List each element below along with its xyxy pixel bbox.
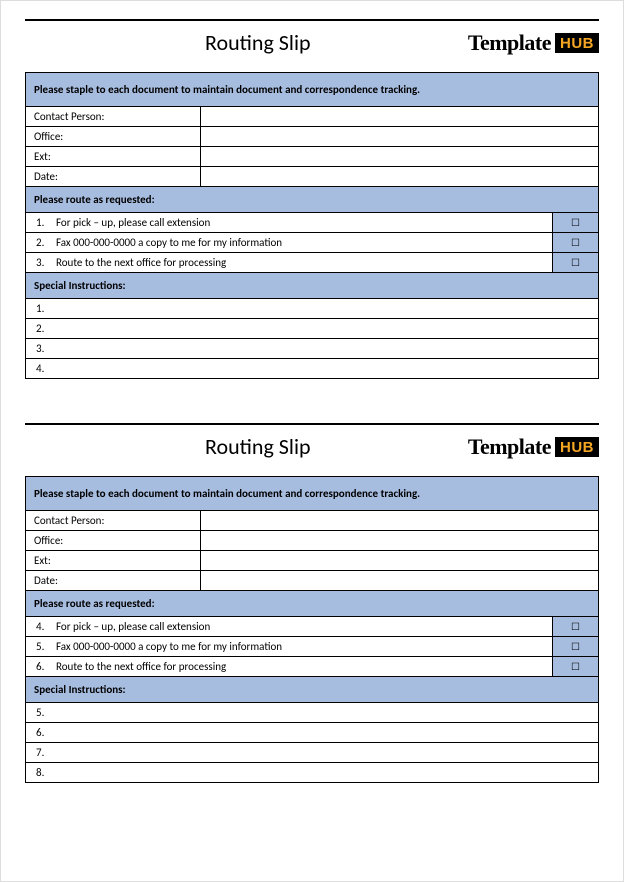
date-label: Date: xyxy=(26,571,201,590)
special-row[interactable]: 2. xyxy=(26,319,598,339)
slip-header: Routing Slip Template HUB xyxy=(25,433,599,460)
ext-row: Ext: xyxy=(26,147,598,167)
special-row[interactable]: 6. xyxy=(26,723,598,743)
route-num: 5. xyxy=(26,637,52,656)
ext-value[interactable] xyxy=(201,147,598,166)
logo-hub-text: HUB xyxy=(555,437,599,457)
special-row[interactable]: 8. xyxy=(26,763,598,782)
route-row: 4. For pick – up, please call extension … xyxy=(26,617,598,637)
route-text: Fax 000-000-0000 a copy to me for my inf… xyxy=(52,233,552,252)
routing-slip-1: Routing Slip Template HUB Please staple … xyxy=(25,19,599,379)
instruction-header: Please staple to each document to mainta… xyxy=(26,73,598,107)
contact-row: Contact Person: xyxy=(26,107,598,127)
date-label: Date: xyxy=(26,167,201,186)
route-row: 6. Route to the next office for processi… xyxy=(26,657,598,677)
route-num: 3. xyxy=(26,253,52,272)
office-row: Office: xyxy=(26,127,598,147)
slip-title: Routing Slip xyxy=(205,433,311,460)
logo-template-text: Template xyxy=(468,30,551,56)
date-value[interactable] xyxy=(201,167,598,186)
route-checkbox[interactable]: ☐ xyxy=(552,637,598,656)
route-text: Route to the next office for processing xyxy=(52,657,552,676)
date-row: Date: xyxy=(26,571,598,591)
route-row: 2. Fax 000-000-0000 a copy to me for my … xyxy=(26,233,598,253)
ext-row: Ext: xyxy=(26,551,598,571)
route-checkbox[interactable]: ☐ xyxy=(552,617,598,636)
route-row: 5. Fax 000-000-0000 a copy to me for my … xyxy=(26,637,598,657)
instruction-header: Please staple to each document to mainta… xyxy=(26,477,598,511)
route-row: 1. For pick – up, please call extension … xyxy=(26,213,598,233)
office-value[interactable] xyxy=(201,531,598,550)
route-row: 3. Route to the next office for processi… xyxy=(26,253,598,273)
ext-value[interactable] xyxy=(201,551,598,570)
logo: Template HUB xyxy=(468,30,599,56)
special-header: Special Instructions: xyxy=(26,273,598,299)
office-label: Office: xyxy=(26,531,201,550)
route-checkbox[interactable]: ☐ xyxy=(552,233,598,252)
route-checkbox[interactable]: ☐ xyxy=(552,253,598,272)
contact-row: Contact Person: xyxy=(26,511,598,531)
special-row[interactable]: 1. xyxy=(26,299,598,319)
office-row: Office: xyxy=(26,531,598,551)
top-rule xyxy=(25,19,599,21)
route-num: 4. xyxy=(26,617,52,636)
logo-template-text: Template xyxy=(468,434,551,460)
office-label: Office: xyxy=(26,127,201,146)
form-table: Please staple to each document to mainta… xyxy=(25,72,599,379)
top-rule xyxy=(25,423,599,425)
route-num: 6. xyxy=(26,657,52,676)
route-text: Route to the next office for processing xyxy=(52,253,552,272)
slip-title: Routing Slip xyxy=(205,29,311,56)
slip-header: Routing Slip Template HUB xyxy=(25,29,599,56)
special-row[interactable]: 3. xyxy=(26,339,598,359)
form-table: Please staple to each document to mainta… xyxy=(25,476,599,783)
contact-label: Contact Person: xyxy=(26,107,201,126)
route-num: 2. xyxy=(26,233,52,252)
ext-label: Ext: xyxy=(26,551,201,570)
office-value[interactable] xyxy=(201,127,598,146)
routing-slip-2: Routing Slip Template HUB Please staple … xyxy=(25,423,599,783)
route-checkbox[interactable]: ☐ xyxy=(552,657,598,676)
route-text: For pick – up, please call extension xyxy=(52,213,552,232)
date-row: Date: xyxy=(26,167,598,187)
special-header: Special Instructions: xyxy=(26,677,598,703)
date-value[interactable] xyxy=(201,571,598,590)
contact-value[interactable] xyxy=(201,107,598,126)
contact-label: Contact Person: xyxy=(26,511,201,530)
route-text: For pick – up, please call extension xyxy=(52,617,552,636)
contact-value[interactable] xyxy=(201,511,598,530)
route-num: 1. xyxy=(26,213,52,232)
special-row[interactable]: 4. xyxy=(26,359,598,378)
logo: Template HUB xyxy=(468,434,599,460)
route-header: Please route as requested: xyxy=(26,187,598,213)
route-header: Please route as requested: xyxy=(26,591,598,617)
logo-hub-text: HUB xyxy=(555,33,599,53)
special-row[interactable]: 7. xyxy=(26,743,598,763)
route-checkbox[interactable]: ☐ xyxy=(552,213,598,232)
special-row[interactable]: 5. xyxy=(26,703,598,723)
route-text: Fax 000-000-0000 a copy to me for my inf… xyxy=(52,637,552,656)
ext-label: Ext: xyxy=(26,147,201,166)
